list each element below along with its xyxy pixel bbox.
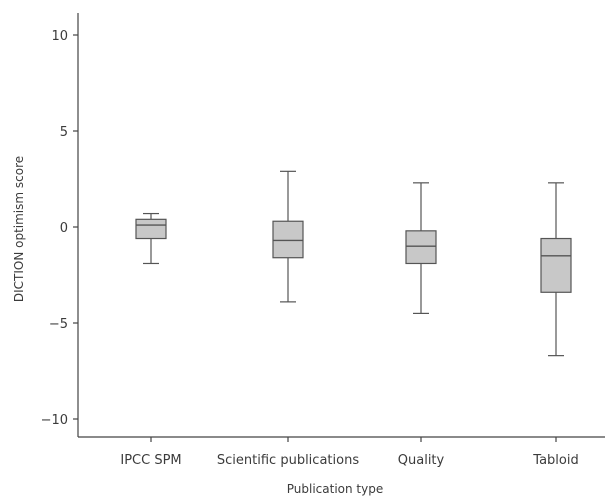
y-tick-label: −5 — [49, 317, 68, 332]
box-tabloid — [540, 182, 572, 357]
y-tick-label: −10 — [41, 413, 68, 428]
y-tick-label: 5 — [60, 125, 68, 140]
y-tick-label: 0 — [60, 221, 68, 236]
box-scientific-publications — [272, 170, 304, 303]
iqr-box — [272, 220, 304, 259]
iqr-box — [135, 218, 167, 240]
x-tick-label: Quality — [398, 453, 445, 468]
x-tick-label: Tabloid — [532, 453, 578, 468]
iqr-box — [405, 230, 437, 265]
box-ipcc-spm — [135, 212, 167, 265]
axes: 10 5 0 −5 −10 IPCC SPM Scientific publications… — [41, 13, 605, 468]
x-tick-label: IPCC SPM — [120, 453, 181, 468]
x-axis-label: Publication type — [287, 482, 383, 496]
boxes-group — [135, 170, 572, 357]
y-axis-label: DICTION optimism score — [12, 156, 26, 302]
y-tick-label: 10 — [51, 29, 68, 44]
box-quality — [405, 182, 437, 314]
x-tick-label: Scientific publications — [217, 453, 359, 468]
iqr-box — [540, 237, 572, 293]
